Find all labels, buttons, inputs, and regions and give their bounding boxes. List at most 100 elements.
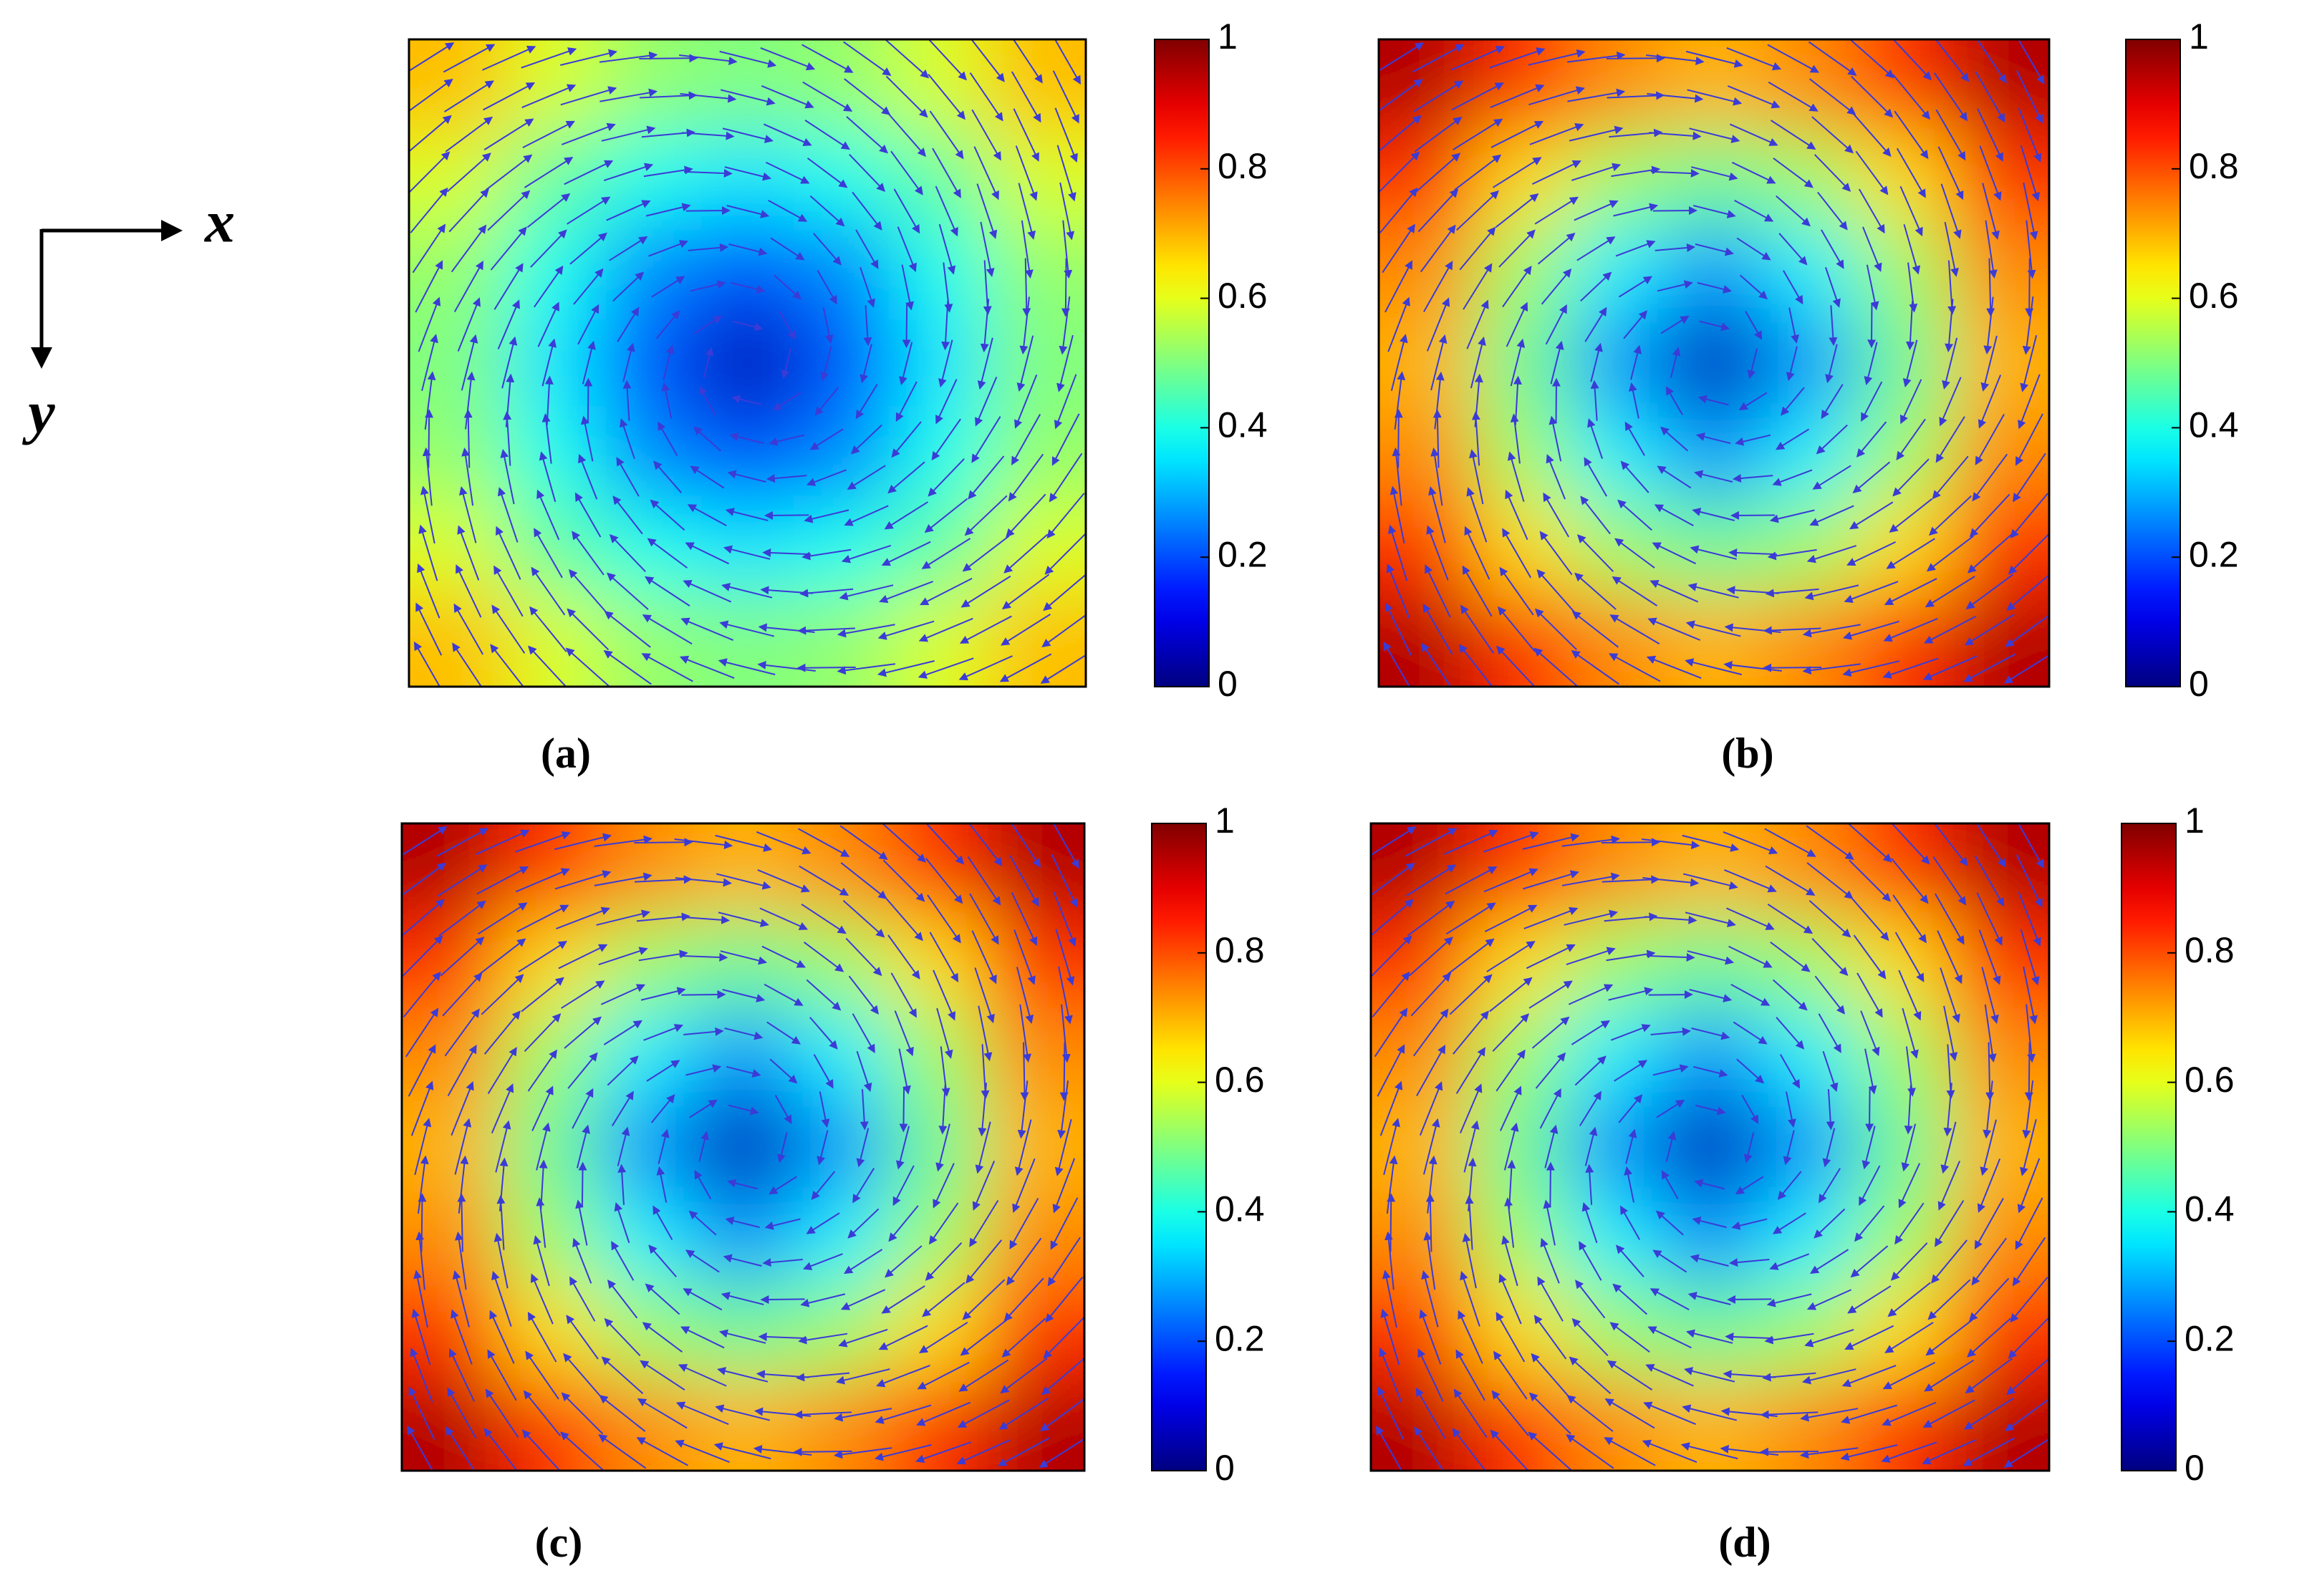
- quiver-arrow: [561, 1392, 604, 1435]
- quiver-arrow: [556, 906, 610, 930]
- quiver-arrow: [1061, 1004, 1071, 1063]
- quiver-arrow: [496, 526, 521, 580]
- heatmap-cell: [892, 132, 990, 226]
- quiver-arrow: [1770, 120, 1816, 150]
- quiver-arrow: [796, 1372, 850, 1382]
- quiver-arrow: [1937, 146, 1964, 200]
- heatmap-cell: [1468, 1285, 1566, 1379]
- quiver-arrow: [1498, 606, 1536, 652]
- quiver-arrow: [572, 1088, 594, 1129]
- quiver-arrow: [1379, 79, 1423, 112]
- colorbar-tick-label: 0: [2189, 664, 2209, 704]
- quiver-arrow: [418, 524, 438, 581]
- quiver-arrow: [1690, 545, 1737, 560]
- quiver-arrow: [838, 1328, 888, 1348]
- quiver-arrow: [622, 342, 635, 382]
- quiver-arrow: [1767, 44, 1820, 73]
- heatmap-cell: [499, 916, 598, 1010]
- quiver-arrow: [1043, 1316, 1084, 1359]
- quiver-arrow: [680, 617, 734, 641]
- quiver-arrow: [490, 644, 524, 687]
- quiver-arrow: [852, 1013, 875, 1053]
- heatmap-cell: [402, 1008, 501, 1102]
- quiver-arrow: [1046, 493, 1085, 539]
- quiver-arrow: [847, 465, 886, 490]
- quiver-arrow: [1430, 447, 1443, 506]
- heatmap-cell: [597, 1193, 695, 1287]
- quiver-arrow: [1660, 426, 1689, 452]
- quiver-arrow: [840, 862, 887, 899]
- quiver-arrow: [980, 299, 990, 353]
- quiver-arrow: [978, 1083, 988, 1137]
- quiver-arrow: [1502, 266, 1532, 308]
- quiver-arrow: [1550, 340, 1564, 385]
- quiver-arrow: [648, 240, 689, 257]
- heatmap-cell: [699, 132, 796, 226]
- quiver-arrow: [1776, 195, 1811, 227]
- quiver-arrow: [452, 642, 483, 687]
- quiver-arrow: [958, 655, 1013, 681]
- quiver-arrow: [834, 1447, 892, 1459]
- heatmap-cell: [402, 916, 501, 1010]
- quiver-arrow: [757, 869, 811, 893]
- quiver-arrow: [814, 387, 839, 416]
- quiver-arrow: [1013, 929, 1036, 985]
- quiver-arrow: [1670, 347, 1681, 378]
- quiver-arrow: [855, 229, 879, 269]
- quiver-arrow: [2005, 614, 2049, 647]
- quiver-arrow: [646, 1060, 680, 1082]
- quiver-arrow: [1000, 1358, 1048, 1394]
- quiver-arrow: [1783, 270, 1803, 305]
- quiver-arrow: [650, 499, 685, 531]
- quiver-arrow: [1652, 542, 1697, 565]
- quiver-arrow: [800, 1293, 846, 1307]
- heatmap-cell: [1379, 224, 1475, 318]
- quiver-arrow: [451, 1081, 474, 1136]
- quiver-arrow: [445, 116, 493, 153]
- heatmap-cell: [409, 132, 506, 226]
- quiver-arrow: [1045, 1277, 1084, 1323]
- quiver-arrow: [444, 1008, 480, 1057]
- heatmap-cell: [1761, 316, 1859, 410]
- heatmap-cell: [791, 1193, 890, 1287]
- quiver-arrow: [2003, 654, 2049, 684]
- heatmap-cell: [402, 1285, 501, 1379]
- quiver-arrow: [457, 1193, 466, 1252]
- quiver-arrow: [727, 470, 766, 483]
- heatmap-cell: [597, 1008, 695, 1102]
- quiver-arrow: [929, 110, 964, 160]
- quiver-arrow: [601, 125, 656, 142]
- quiver-arrow: [725, 1217, 760, 1229]
- colorbar-tick-label: 0.4: [1215, 1189, 1265, 1229]
- quiver-arrow: [418, 296, 441, 352]
- quiver-arrow: [491, 604, 526, 654]
- heatmap-cell: [699, 39, 796, 133]
- quiver-arrow: [1821, 384, 1844, 420]
- heatmap-cell: [1857, 132, 1955, 226]
- panel-label: (b): [1721, 730, 1773, 777]
- quiver-arrow: [612, 271, 645, 302]
- quiver-arrow: [1731, 161, 1776, 184]
- quiver-arrow: [921, 538, 971, 569]
- quiver-arrow: [877, 620, 935, 640]
- quiver-arrow: [793, 1447, 852, 1456]
- quiver-arrow: [932, 147, 961, 198]
- quiver-arrow: [1006, 493, 1046, 538]
- quiver-arrow: [1495, 193, 1539, 228]
- heatmap-cell: [409, 501, 506, 595]
- quiver-arrow: [481, 974, 524, 1015]
- quiver-arrow: [491, 1083, 514, 1134]
- quiver-arrow: [567, 196, 611, 225]
- quiver-arrow: [554, 833, 612, 851]
- quiver-arrow: [1011, 823, 1041, 868]
- quiver-arrow: [616, 457, 640, 497]
- quiver-arrow: [645, 203, 691, 217]
- quiver-arrow: [1574, 200, 1619, 221]
- quiver-arrow: [797, 626, 856, 635]
- quiver-arrow: [603, 1020, 642, 1045]
- quiver-arrow: [1412, 44, 1465, 73]
- quiver-arrow: [1624, 421, 1645, 456]
- quiver-arrow: [496, 1195, 506, 1250]
- quiver-arrow: [564, 1016, 602, 1049]
- quiver-arrow: [457, 297, 481, 352]
